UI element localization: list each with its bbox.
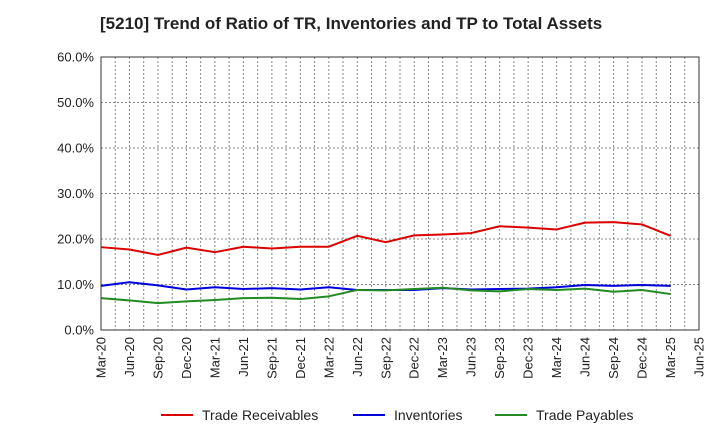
- legend-label: Trade Receivables: [202, 407, 319, 423]
- series-line-trade-payables: [100, 286, 671, 305]
- x-tick-label: Mar-21: [207, 337, 222, 378]
- y-tick-label: 20.0%: [57, 232, 94, 247]
- x-tick-label: Jun-23: [464, 337, 479, 377]
- x-tick-label: Dec-22: [407, 337, 422, 379]
- x-tick-label: Mar-25: [663, 337, 678, 378]
- x-tick-label: Jun-22: [350, 337, 365, 377]
- plot-frame: [100, 56, 700, 331]
- legend-label: Trade Payables: [536, 407, 634, 423]
- legend-swatch: [353, 414, 385, 416]
- x-tick-label: Dec-23: [521, 337, 536, 379]
- y-axis-ticks: 0.0% 10.0% 20.0% 30.0% 40.0% 50.0% 60.0%: [57, 50, 94, 338]
- y-tick-label: 10.0%: [57, 277, 94, 292]
- plot-border: [100, 56, 700, 331]
- x-axis-ticks: Mar-20 Jun-20 Sep-20 Dec-20 Mar-21 Jun-21 Sep-…: [94, 337, 707, 379]
- y-tick-label: 40.0%: [57, 141, 94, 156]
- legend-label: Inventories: [394, 407, 463, 423]
- x-tick-label: Dec-24: [635, 337, 650, 379]
- x-tick-label: Jun-20: [122, 337, 137, 377]
- x-tick-label: Dec-20: [179, 337, 194, 379]
- legend-item: Trade Payables: [495, 404, 634, 426]
- y-tick-label: 30.0%: [57, 186, 94, 201]
- x-tick-label: Sep-21: [264, 337, 279, 379]
- x-tick-label: Mar-20: [94, 337, 109, 378]
- x-tick-label: Mar-23: [435, 337, 450, 378]
- legend-item: Inventories: [353, 404, 462, 426]
- legend-swatch: [495, 414, 527, 416]
- x-tick-label: Jun-24: [578, 337, 593, 377]
- chart-title: [5210] Trend of Ratio of TR, Inventories…: [100, 14, 603, 33]
- series-layer: [100, 221, 671, 305]
- y-tick-label: 0.0%: [64, 323, 94, 338]
- legend-swatch: [161, 414, 193, 416]
- x-tick-label: Mar-22: [321, 337, 336, 378]
- x-tick-label: Sep-23: [492, 337, 507, 379]
- legend: Trade Receivables Inventories Trade Payabl…: [0, 404, 720, 426]
- y-tick-label: 50.0%: [57, 95, 94, 110]
- y-tick-label: 60.0%: [57, 50, 94, 65]
- x-tick-label: Mar-24: [549, 337, 564, 378]
- x-tick-label: Sep-24: [606, 337, 621, 379]
- legend-item: Trade Receivables: [161, 404, 318, 426]
- series-line-trade-receivables: [100, 221, 671, 256]
- x-tick-label: Jun-25: [692, 337, 707, 377]
- x-tick-label: Sep-20: [150, 337, 165, 379]
- grid-layer: [101, 57, 699, 330]
- x-tick-label: Sep-22: [378, 337, 393, 379]
- x-tick-label: Jun-21: [236, 337, 251, 377]
- x-tick-label: Dec-21: [293, 337, 308, 379]
